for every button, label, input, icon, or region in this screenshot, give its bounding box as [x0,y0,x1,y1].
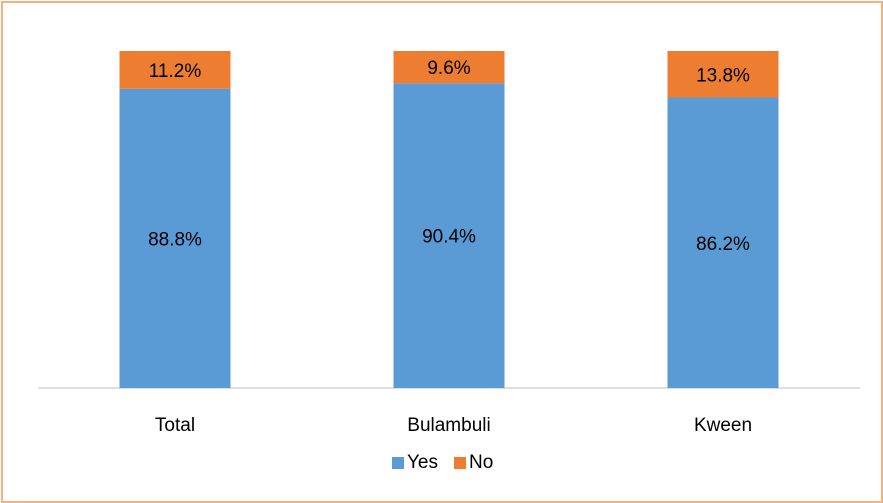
bar-yes-total [119,88,231,388]
legend-swatch-yes [392,457,404,469]
legend-swatch-no [454,457,466,469]
data-label-no-bulambuli: 9.6% [427,58,470,79]
bar-no-kween [667,51,779,98]
data-label-yes-total: 88.8% [148,229,202,250]
data-label-no-total: 11.2% [149,61,202,82]
x-tick-label-kween: Kween [694,415,752,436]
bar-yes-kween [667,97,779,389]
bar-no-total [119,51,231,89]
data-label-yes-bulambuli: 90.4% [422,227,476,248]
x-tick-label-total: Total [155,415,195,436]
data-label-yes-kween: 86.2% [696,234,750,255]
bar-yes-bulambuli [393,83,505,389]
data-label-no-kween: 13.8% [696,65,750,86]
x-tick-label-bulambuli: Bulambuli [407,415,490,436]
bar-no-bulambuli [393,51,505,84]
legend-label-yes: Yes [407,452,438,473]
legend-label-no: No [469,452,493,473]
